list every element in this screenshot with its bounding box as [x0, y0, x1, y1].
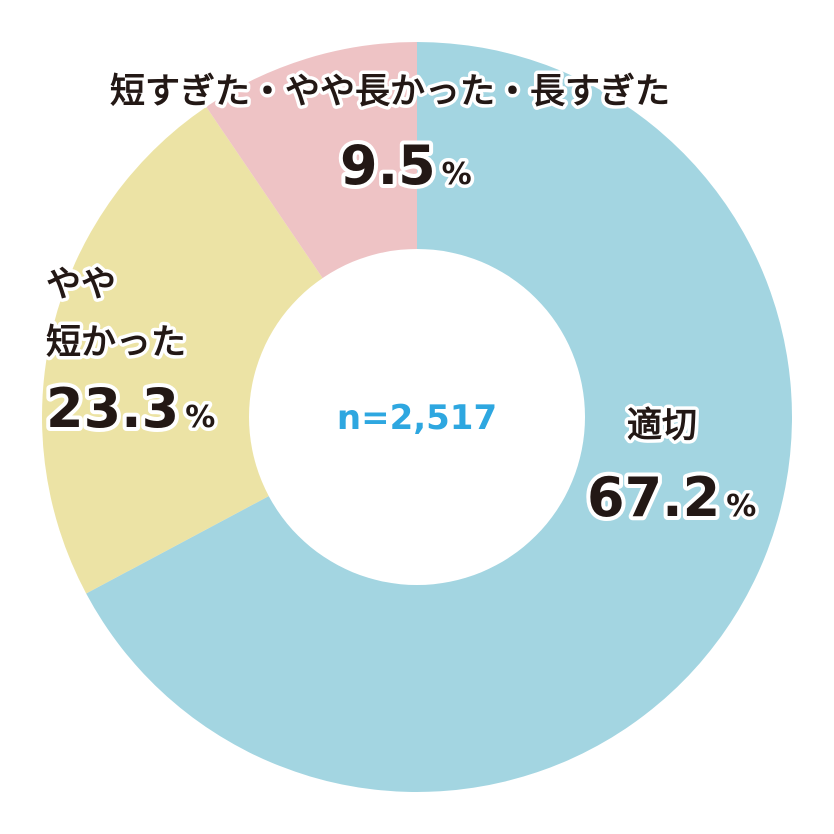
slice-name-2-line-0: 短すぎた・やや長かった・長すぎた — [110, 72, 670, 112]
slice-unit-1: % — [185, 400, 215, 435]
slice-unit-2: % — [442, 157, 472, 192]
sample-size-label: n=2,517 — [337, 398, 497, 438]
slice-1 — [41, 106, 418, 594]
donut-hole — [249, 249, 585, 585]
slice-unit-0: % — [726, 489, 756, 524]
slice-name-0-line-0: 適切 — [627, 406, 697, 446]
slice-name-1-line-0: やや — [46, 265, 116, 305]
slice-name-1-line-1: 短かった — [46, 323, 186, 363]
slice-value-1: 23.3% — [46, 377, 215, 440]
